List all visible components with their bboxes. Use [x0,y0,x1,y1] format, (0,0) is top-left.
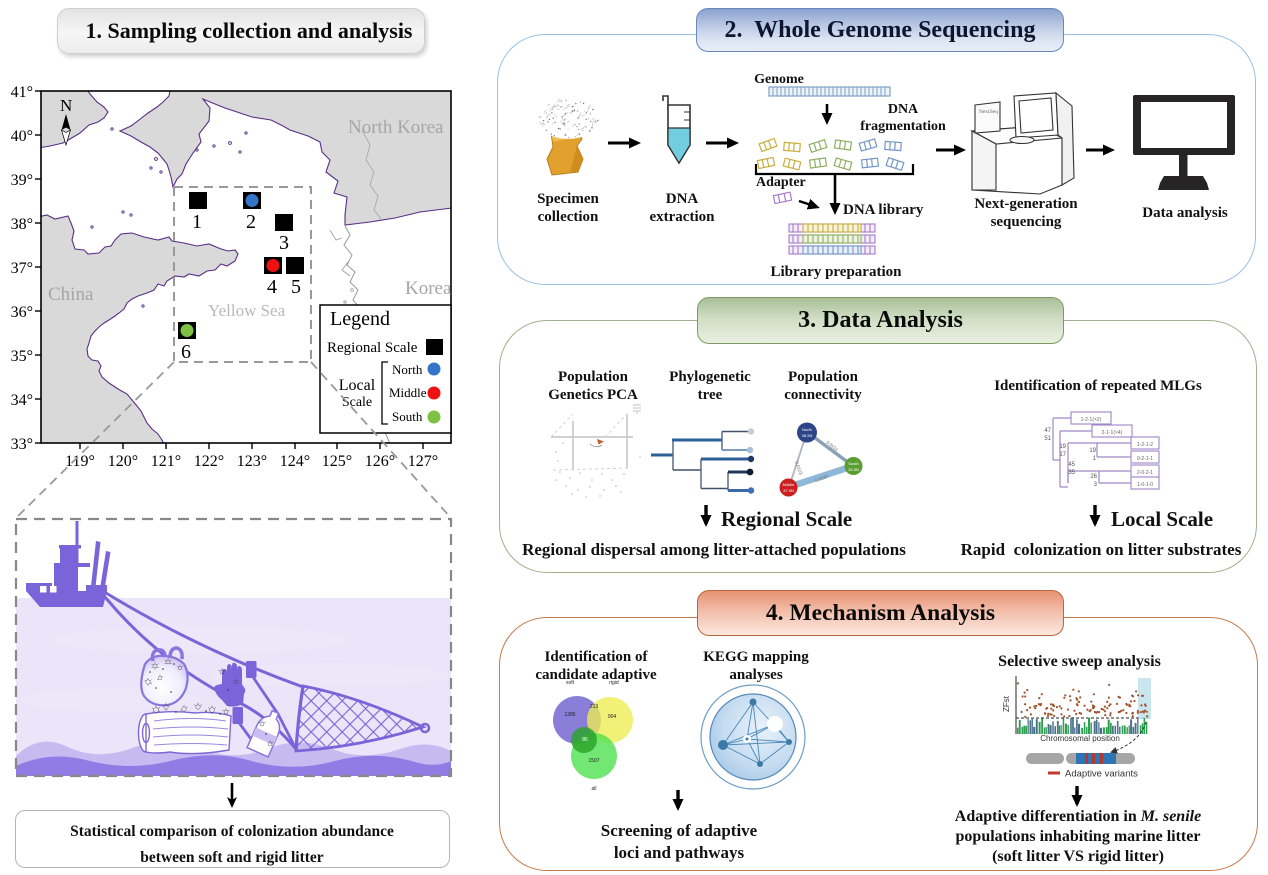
svg-text:1-0-1-0: 1-0-1-0 [1137,482,1153,488]
svg-text:3: 3 [1094,482,1098,488]
svg-text:1507: 1507 [588,758,599,764]
svg-text:39°: 39° [11,172,33,189]
svg-text:47: 47 [1044,428,1051,434]
svg-text:35: 35 [1068,470,1075,476]
svg-text:121°: 121° [151,453,181,470]
svg-text:127°: 127° [408,453,438,470]
svg-text:37°: 37° [11,260,33,277]
svg-text:125°: 125° [322,453,352,470]
svg-text:NextSeq: NextSeq [979,109,998,115]
svg-text:19: 19 [1089,448,1096,454]
svg-text:North: North [802,427,812,432]
svg-text:51: 51 [1044,436,1051,442]
svg-text:36°: 36° [11,304,33,321]
svg-text:South: South [848,461,858,466]
svg-text:0-2-1-1: 0-2-1-1 [1137,456,1153,462]
svg-text:Middle: Middle [783,482,796,487]
svg-text:34°: 34° [11,392,33,409]
svg-text:904: 904 [608,714,617,720]
svg-text:Chromosomal position: Chromosomal position [1040,734,1120,743]
svg-text:rigid: rigid [609,680,619,686]
svg-text:2-0-2-1: 2-0-2-1 [1137,470,1153,476]
svg-text:3: 3 [279,232,289,254]
svg-text:40°: 40° [11,128,33,145]
svg-text:5: 5 [291,276,301,298]
svg-text:35.5N: 35.5N [848,467,859,472]
svg-text:Korea: Korea [405,278,452,299]
svg-text:0.0187: 0.0187 [815,473,830,483]
svg-text:119°: 119° [65,453,95,470]
svg-text:6: 6 [181,341,191,363]
svg-text:Yellow Sea: Yellow Sea [208,301,286,320]
svg-text:China: China [48,284,94,305]
svg-text:soft: soft [566,680,575,686]
svg-text:Adaptive variants: Adaptive variants [1065,769,1138,780]
svg-text:123°: 123° [237,453,267,470]
svg-text:1-2-1(×2): 1-2-1(×2) [1081,417,1102,423]
svg-text:North: North [392,362,423,377]
svg-text:33°: 33° [11,436,33,453]
svg-text:124°: 124° [280,453,310,470]
svg-text:213: 213 [590,704,599,710]
svg-text:N: N [60,96,72,115]
svg-text:Local: Local [339,377,376,394]
svg-text:38.5N: 38.5N [802,433,813,438]
svg-text:120°: 120° [108,453,138,470]
svg-text:1-2-1-2: 1-2-1-2 [1137,442,1153,448]
svg-text:41°: 41° [11,84,33,101]
svg-text:South: South [392,409,423,424]
svg-text:Legend: Legend [330,308,390,330]
svg-text:1: 1 [192,211,202,233]
svg-text:all: all [591,786,596,792]
svg-text:4: 4 [267,276,277,298]
svg-text:126°: 126° [365,453,395,470]
svg-text:45: 45 [1068,462,1075,468]
svg-text:ZFst: ZFst [1002,695,1011,712]
svg-text:2-1-1(×4): 2-1-1(×4) [1102,430,1123,436]
svg-text:2: 2 [246,211,256,233]
svg-text:37.0N: 37.0N [783,488,794,493]
svg-text:1: 1 [1093,456,1097,462]
svg-text:38°: 38° [11,216,33,233]
svg-text:17: 17 [1059,452,1066,458]
svg-text:122°: 122° [194,453,224,470]
svg-text:86: 86 [582,737,588,743]
svg-text:Middle: Middle [389,385,427,400]
svg-text:North Korea: North Korea [348,117,444,138]
svg-text:19: 19 [1059,444,1066,450]
svg-text:26: 26 [1090,474,1097,480]
svg-text:1285: 1285 [564,712,575,718]
svg-text:Scale: Scale [342,395,372,410]
svg-text:Regional Scale: Regional Scale [327,340,418,356]
svg-text:35°: 35° [11,348,33,365]
svg-text:0.0123: 0.0123 [794,461,804,476]
